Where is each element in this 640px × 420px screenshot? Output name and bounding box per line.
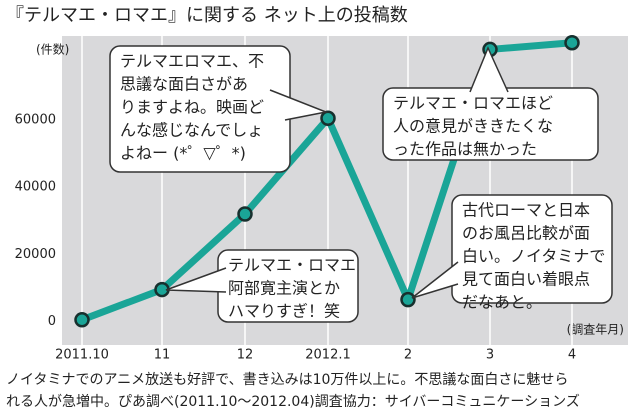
y-tick-label: 40000 — [15, 180, 56, 195]
callout-text: テルマエロマエ、不 — [120, 52, 264, 71]
callout-pointer-edge — [269, 89, 329, 121]
x-tick-label: 12 — [237, 348, 254, 363]
x-tick-label: 11 — [154, 348, 171, 363]
callout-text: テルマエ・ロマエ — [228, 256, 356, 275]
marker — [237, 206, 253, 222]
callout-text: 古代ローマと日本 — [462, 201, 590, 220]
callout-text: りますよね。映画ど — [120, 98, 264, 117]
callout-text: だなあと。 — [462, 293, 542, 312]
callout-text: 人の意見がききたくな — [393, 117, 553, 136]
callout-pointer — [270, 90, 326, 120]
callout-text: ハマりすぎ！笑 — [228, 302, 340, 321]
x-axis-label: (調査年月) — [567, 323, 624, 337]
y-axis-label: (件数) — [36, 42, 69, 57]
callout-text: 阿部寛主演とか — [228, 279, 340, 298]
callout-pointer-edge — [165, 267, 227, 293]
callout-text: 白い。ノイタミナで — [462, 247, 605, 266]
marker — [320, 110, 336, 127]
callout-pointer — [470, 48, 508, 92]
callout-text: よねー (*゜▽゜*) — [120, 144, 246, 163]
chart-title: 『テルマエ・ロマエ』に関する ネット上の投稿数 — [6, 5, 408, 26]
callout-text: んな感じなんでしょ — [120, 121, 263, 140]
callout-pointer-edge — [411, 261, 459, 299]
x-tick-label: 2 — [404, 348, 412, 363]
x-tick-label: 2011.10 — [55, 348, 109, 363]
marker — [564, 34, 580, 51]
marker — [74, 312, 90, 328]
y-tick-label: 60000 — [15, 112, 56, 127]
callout-pointer-edge — [469, 46, 509, 93]
x-tick-label: 4 — [568, 348, 576, 363]
note: れる人が急増中。ぴあ調べ(2011.10～2012.04)調査協力：サイバーコミ… — [6, 394, 580, 410]
callout-text: 思議な面白さがあ — [120, 75, 248, 94]
note: ノイタミナでのアニメ放送も好評で、書き込みは10万件以上に。不思議な面白さに魅せ… — [6, 371, 568, 388]
callout-text: 見て面白い着眼点 — [462, 270, 590, 289]
marker — [400, 291, 416, 308]
callout-box — [451, 194, 613, 304]
y-tick-label: 20000 — [15, 247, 56, 262]
y-tick-label: 0 — [48, 314, 56, 329]
callout-text: のお風呂比較が面 — [462, 224, 590, 243]
callout-text: テルマエ・ロマエほど — [393, 94, 553, 113]
x-tick-label: 3 — [486, 348, 494, 363]
callout-text: った作品は無かった — [393, 140, 537, 159]
x-tick-label: 2012.1 — [305, 348, 351, 363]
